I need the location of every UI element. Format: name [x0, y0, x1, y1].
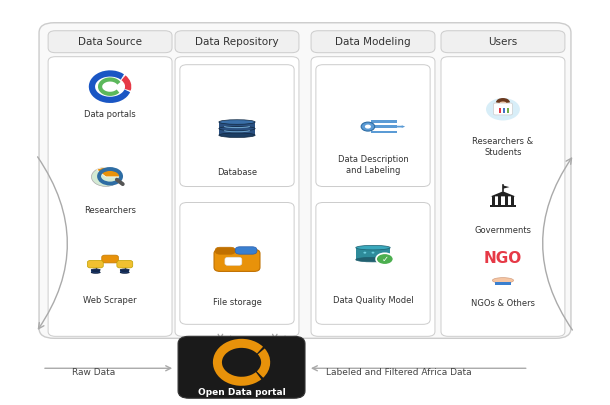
Ellipse shape	[219, 133, 255, 137]
FancyBboxPatch shape	[180, 65, 294, 187]
Bar	[492, 196, 495, 205]
Text: Users: Users	[489, 37, 517, 47]
Bar	[371, 120, 397, 123]
FancyBboxPatch shape	[441, 31, 565, 53]
Text: Raw Data: Raw Data	[73, 368, 115, 377]
Circle shape	[365, 125, 371, 129]
Ellipse shape	[219, 126, 255, 131]
Text: NGOs & Others: NGOs & Others	[471, 298, 535, 308]
Text: ✓: ✓	[381, 254, 389, 264]
Circle shape	[92, 167, 120, 186]
Circle shape	[376, 253, 393, 265]
Circle shape	[104, 83, 117, 91]
Bar	[507, 108, 509, 113]
Circle shape	[90, 73, 130, 100]
FancyBboxPatch shape	[178, 336, 305, 398]
Bar	[91, 270, 100, 273]
FancyBboxPatch shape	[87, 260, 103, 268]
FancyBboxPatch shape	[102, 255, 118, 263]
FancyBboxPatch shape	[316, 202, 430, 324]
FancyBboxPatch shape	[235, 247, 257, 254]
FancyBboxPatch shape	[214, 249, 260, 271]
Bar	[371, 130, 397, 133]
FancyBboxPatch shape	[215, 247, 235, 254]
FancyBboxPatch shape	[225, 257, 242, 265]
Text: Labeled and Filtered Africa Data: Labeled and Filtered Africa Data	[326, 368, 472, 377]
Text: Researchers &
Students: Researchers & Students	[472, 136, 534, 157]
Text: Database: Database	[217, 168, 257, 177]
FancyArrowPatch shape	[543, 158, 572, 330]
FancyArrowPatch shape	[38, 157, 67, 329]
FancyArrow shape	[396, 125, 405, 128]
Text: Web Scraper: Web Scraper	[83, 296, 137, 305]
FancyBboxPatch shape	[493, 103, 512, 115]
Bar	[505, 196, 508, 205]
Circle shape	[361, 122, 375, 131]
Text: Data Source: Data Source	[78, 37, 142, 47]
Text: NGO: NGO	[484, 251, 522, 266]
Circle shape	[364, 252, 366, 254]
Ellipse shape	[356, 257, 390, 262]
FancyBboxPatch shape	[39, 23, 571, 338]
FancyBboxPatch shape	[175, 31, 299, 53]
Text: File storage: File storage	[212, 298, 262, 307]
FancyBboxPatch shape	[48, 57, 172, 336]
Text: Researchers: Researchers	[84, 206, 136, 215]
Bar	[498, 108, 501, 113]
Bar	[490, 205, 515, 207]
Text: Open Data portal: Open Data portal	[198, 388, 285, 396]
FancyBboxPatch shape	[316, 65, 430, 187]
Wedge shape	[97, 167, 120, 177]
Text: Data portals: Data portals	[84, 110, 136, 119]
Circle shape	[486, 98, 520, 120]
Ellipse shape	[219, 120, 255, 124]
Bar	[495, 282, 511, 285]
Circle shape	[498, 99, 508, 106]
Ellipse shape	[120, 271, 129, 273]
Ellipse shape	[492, 278, 514, 283]
Bar	[498, 196, 501, 205]
Text: Data Repository: Data Repository	[195, 37, 279, 47]
FancyBboxPatch shape	[311, 57, 435, 336]
Bar	[356, 247, 390, 260]
FancyBboxPatch shape	[175, 57, 299, 336]
Bar	[371, 126, 397, 128]
Polygon shape	[503, 185, 509, 189]
FancyBboxPatch shape	[180, 202, 294, 324]
Text: Data Modeling: Data Modeling	[335, 37, 411, 47]
Ellipse shape	[91, 269, 100, 271]
Text: Data Quality Model: Data Quality Model	[332, 296, 414, 305]
Bar	[219, 122, 255, 135]
FancyBboxPatch shape	[311, 31, 435, 53]
Text: Data Description
and Labeling: Data Description and Labeling	[337, 154, 408, 175]
FancyBboxPatch shape	[441, 57, 565, 336]
Ellipse shape	[356, 245, 390, 250]
Ellipse shape	[91, 271, 100, 273]
Bar	[120, 270, 129, 273]
Bar	[511, 196, 514, 205]
FancyBboxPatch shape	[117, 260, 133, 268]
Ellipse shape	[120, 269, 129, 271]
Polygon shape	[490, 191, 515, 196]
Text: Governments: Governments	[475, 226, 531, 235]
Bar	[503, 108, 505, 113]
FancyBboxPatch shape	[48, 31, 172, 53]
Circle shape	[371, 252, 375, 254]
